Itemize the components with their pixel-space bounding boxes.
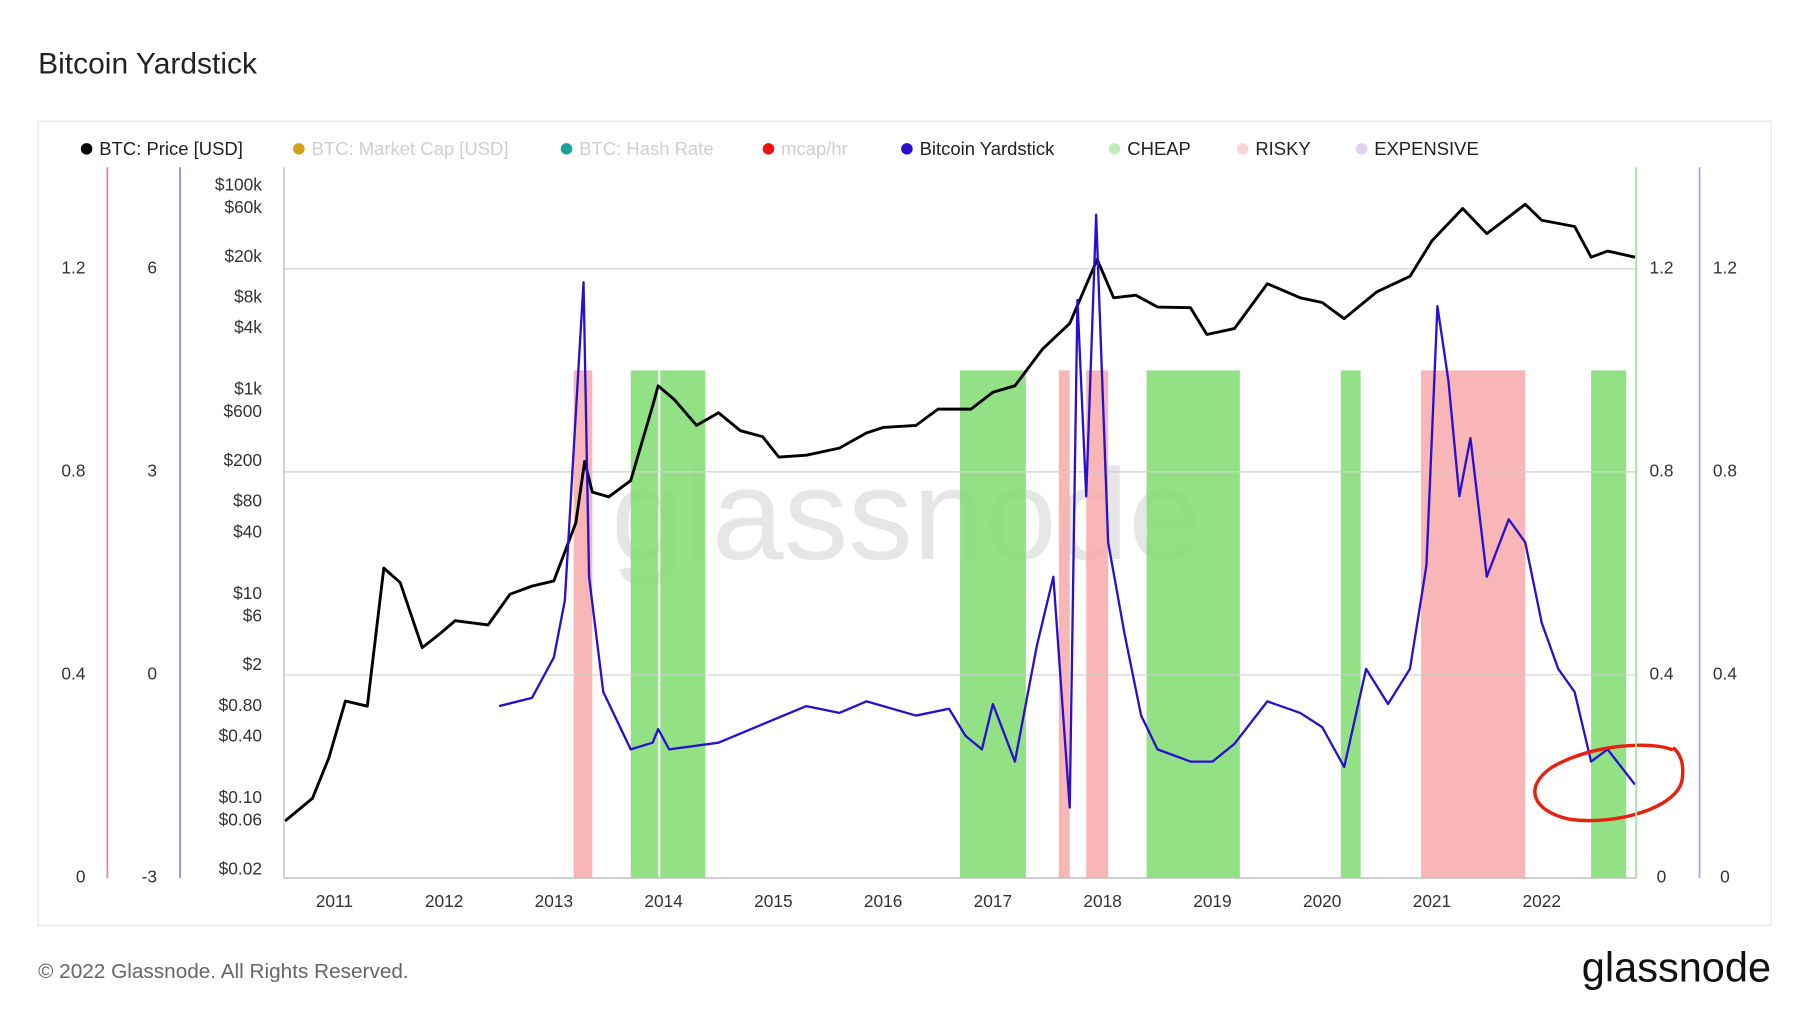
y-tick-label: $0.40 bbox=[219, 725, 262, 745]
y-tick-label: 0.4 bbox=[1713, 664, 1737, 684]
x-tick-label: 2016 bbox=[864, 891, 902, 911]
y-tick-label: 3 bbox=[147, 460, 157, 480]
y-tick-label: $0.80 bbox=[219, 695, 262, 715]
band bbox=[1591, 370, 1627, 879]
band bbox=[573, 370, 593, 879]
legend-marker bbox=[762, 143, 775, 155]
legend-label: mcap/hr bbox=[781, 138, 848, 159]
band bbox=[959, 370, 1026, 879]
x-tick-label: 2015 bbox=[754, 891, 792, 911]
x-tick-label: 2017 bbox=[974, 891, 1012, 911]
y-tick-label: 0 bbox=[1720, 867, 1730, 887]
legend-marker bbox=[1108, 143, 1121, 155]
legend-label: RISKY bbox=[1255, 138, 1310, 159]
y-tick-label: $20k bbox=[224, 246, 262, 266]
y-tick-label: 0 bbox=[76, 867, 86, 887]
legend: BTC: Price [USD] BTC: Market Cap [USD] BTC… bbox=[80, 138, 1479, 159]
copyright: © 2022 Glassnode. All Rights Reserved. bbox=[38, 960, 409, 983]
series-line bbox=[498, 213, 1636, 809]
annotation-circle bbox=[1533, 743, 1685, 823]
y-tick-label: $200 bbox=[223, 450, 261, 470]
band bbox=[630, 370, 659, 879]
chart-title: Bitcoin Yardstick bbox=[38, 48, 258, 81]
x-tick-label: 2021 bbox=[1413, 891, 1451, 911]
legend-marker bbox=[80, 143, 93, 155]
y-tick-label: $600 bbox=[223, 401, 261, 421]
band bbox=[1086, 370, 1109, 879]
legend-marker bbox=[293, 143, 305, 155]
y-tick-label: $80 bbox=[233, 491, 262, 511]
x-tick-label: 2020 bbox=[1303, 891, 1341, 911]
y-tick-label: $100k bbox=[215, 174, 262, 194]
legend-label: Bitcoin Yardstick bbox=[920, 138, 1055, 159]
legend-marker bbox=[560, 143, 573, 155]
x-tick-label: 2013 bbox=[535, 891, 573, 911]
x-tick-label: 2018 bbox=[1083, 891, 1121, 911]
legend-label: CHEAP bbox=[1127, 138, 1191, 159]
y-tick-label: $60k bbox=[224, 197, 262, 217]
legend-label: EXPENSIVE bbox=[1374, 138, 1479, 159]
series-line bbox=[284, 202, 1636, 823]
x-tick-label: 2012 bbox=[425, 891, 463, 911]
y-tick-label: $10 bbox=[233, 583, 262, 603]
band bbox=[1420, 370, 1526, 879]
legend-marker bbox=[901, 143, 913, 155]
y-tick-label: $0.06 bbox=[219, 810, 262, 830]
y-tick-label: 0 bbox=[1657, 867, 1667, 887]
x-tick-label: 2014 bbox=[644, 891, 683, 911]
x-tick-label: 2022 bbox=[1522, 891, 1560, 911]
y-tick-label: $2 bbox=[243, 654, 262, 674]
y-tick-label: $8k bbox=[234, 286, 262, 306]
bands bbox=[573, 370, 1627, 879]
y-tick-label: 1.2 bbox=[1713, 257, 1737, 277]
band bbox=[1340, 370, 1361, 879]
legend-marker bbox=[1236, 143, 1249, 155]
y-tick-label: $0.10 bbox=[219, 787, 262, 807]
y-tick-label: $0.02 bbox=[219, 858, 262, 878]
legend-label: BTC: Market Cap [USD] bbox=[312, 138, 509, 159]
band bbox=[1146, 370, 1240, 879]
y-tick-label: 1.2 bbox=[61, 257, 85, 277]
legend-marker bbox=[1355, 143, 1368, 155]
y-tick-label: 0 bbox=[147, 664, 157, 684]
band bbox=[660, 370, 706, 879]
x-tick-label: 2011 bbox=[316, 891, 353, 911]
band bbox=[1058, 370, 1070, 879]
legend-label: BTC: Hash Rate bbox=[579, 138, 713, 159]
lines bbox=[284, 202, 1636, 823]
y-tick-label: $1k bbox=[234, 379, 262, 399]
y-tick-label: -3 bbox=[142, 867, 157, 887]
y-tick-label: 0.4 bbox=[1649, 664, 1673, 684]
y-tick-label: 0.8 bbox=[61, 460, 85, 480]
y-tick-label: 0.8 bbox=[1649, 460, 1673, 480]
chart-frame bbox=[37, 120, 1772, 926]
y-tick-label: 6 bbox=[147, 257, 157, 277]
y-tick-label: $4k bbox=[234, 317, 262, 337]
legend-label: BTC: Price [USD] bbox=[99, 138, 243, 159]
y-tick-label: 0.4 bbox=[61, 664, 85, 684]
y-tick-label: $40 bbox=[233, 521, 262, 541]
y-tick-label: 0.8 bbox=[1713, 460, 1737, 480]
logo: glassnode bbox=[1582, 943, 1771, 990]
x-tick-label: 2019 bbox=[1193, 891, 1231, 911]
y-tick-label: $6 bbox=[243, 605, 262, 625]
y-tick-label: 1.2 bbox=[1649, 257, 1673, 277]
